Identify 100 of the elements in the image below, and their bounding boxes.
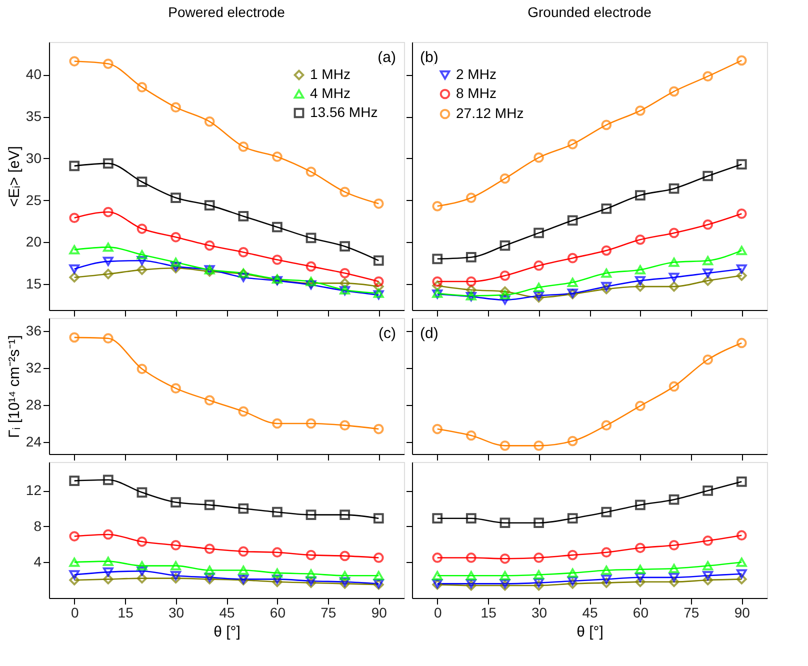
point	[170, 258, 181, 267]
point	[272, 254, 282, 265]
point	[500, 440, 510, 451]
point	[69, 558, 80, 567]
point	[466, 430, 476, 441]
point	[136, 573, 148, 584]
point	[567, 550, 578, 560]
point	[702, 536, 714, 546]
point	[736, 246, 747, 256]
point	[306, 232, 316, 244]
point	[500, 579, 510, 588]
point	[204, 116, 215, 127]
point	[668, 86, 680, 97]
point	[306, 261, 316, 272]
y-tick-label: 24	[26, 433, 42, 450]
point	[340, 278, 350, 288]
point	[736, 159, 747, 170]
y-tick-label: 35	[26, 108, 42, 124]
point	[466, 513, 476, 524]
point	[668, 272, 680, 282]
point	[534, 152, 544, 163]
y-tick-label: 25	[26, 192, 42, 208]
point	[69, 56, 80, 66]
point	[668, 183, 680, 194]
point	[432, 513, 443, 524]
point	[736, 338, 747, 348]
point	[601, 120, 612, 130]
point	[136, 264, 148, 275]
point	[306, 569, 316, 578]
point	[635, 572, 646, 582]
point	[668, 228, 680, 238]
point	[702, 268, 714, 278]
x-tick-label: 30	[531, 604, 548, 620]
chart-title: Powered electrode	[168, 4, 286, 20]
point	[668, 281, 680, 292]
y-axis-title: Γᵢ [10¹⁴ cm⁻²s⁻¹]	[6, 335, 23, 438]
point	[238, 211, 249, 222]
point	[601, 566, 612, 575]
point	[373, 281, 384, 292]
point	[204, 566, 215, 575]
point	[238, 406, 249, 417]
y-tick-label: 15	[26, 276, 42, 292]
point	[736, 55, 747, 66]
point	[204, 500, 215, 510]
point	[306, 166, 316, 177]
point	[432, 552, 443, 563]
point	[136, 364, 148, 374]
legend-label: 4 MHz	[310, 85, 350, 101]
point	[272, 506, 282, 518]
point	[102, 567, 114, 577]
x-tick-label: 0	[70, 604, 79, 620]
point	[534, 440, 544, 451]
point	[102, 556, 114, 566]
point	[736, 264, 747, 274]
point	[635, 400, 646, 412]
point	[272, 418, 282, 429]
point	[340, 186, 350, 198]
y-tick-label: 30	[26, 150, 42, 166]
point	[373, 571, 384, 580]
point	[340, 241, 350, 252]
point	[668, 540, 680, 550]
point	[272, 568, 282, 578]
point	[373, 424, 384, 434]
point	[272, 547, 282, 558]
legend-label: 1 MHz	[310, 66, 350, 82]
point	[170, 497, 181, 508]
point	[702, 170, 714, 182]
x-tick-label: 0	[434, 604, 442, 620]
x-tick-label: 60	[632, 604, 649, 620]
point	[432, 424, 443, 434]
point	[102, 242, 114, 252]
point	[601, 547, 612, 558]
point	[466, 252, 476, 262]
point	[567, 139, 578, 150]
point	[373, 552, 384, 563]
point	[238, 247, 249, 258]
point	[635, 542, 646, 554]
point	[170, 571, 181, 580]
point	[500, 290, 510, 300]
point	[272, 574, 282, 584]
point	[373, 255, 384, 266]
point	[432, 280, 443, 291]
point	[102, 333, 114, 344]
x-tick-label: 60	[270, 604, 286, 620]
point	[466, 571, 476, 580]
x-tick-label: 45	[582, 604, 598, 620]
point	[466, 284, 476, 296]
y-axis-title: <Eᵢ> [eV]	[6, 146, 23, 207]
point	[238, 142, 249, 152]
point	[102, 206, 114, 218]
point	[306, 418, 316, 429]
point	[534, 570, 544, 580]
annotation: (a)	[378, 49, 396, 66]
y-tick-label: 28	[26, 396, 42, 412]
annotation: (c)	[378, 325, 396, 342]
y-tick-label: 40	[26, 66, 42, 82]
point	[432, 200, 443, 212]
point	[340, 268, 350, 278]
point	[702, 71, 714, 82]
point	[340, 510, 350, 520]
